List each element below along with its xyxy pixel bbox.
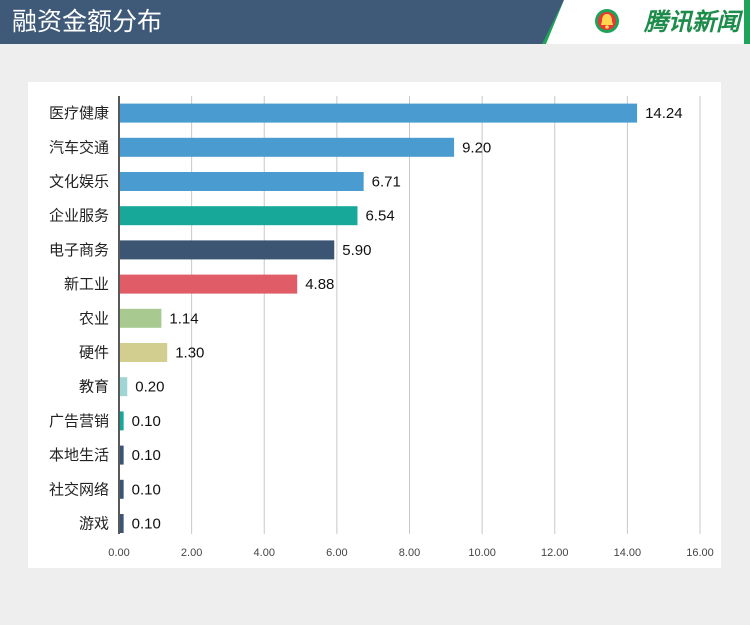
value-label: 1.14 (169, 310, 198, 327)
labels: 0.00 2.00 4.00 6.00 8.00 10.00 12.00 14.00 16.00… (49, 104, 714, 559)
value-label: 0.20 (135, 379, 164, 396)
bar (120, 103, 638, 123)
page-title: 融资金额分布 (12, 7, 163, 36)
bars (120, 103, 638, 533)
bar-chart: 0.00 2.00 4.00 6.00 8.00 10.00 12.00 14.00 16.00… (49, 96, 714, 559)
chart-panel: 0.00 2.00 4.00 6.00 8.00 10.00 12.00 14.00 16.00… (28, 82, 721, 568)
bar (120, 172, 364, 191)
value-label: 14.24 (645, 105, 683, 122)
category-label: 文化娱乐 (49, 173, 109, 191)
value-label: 1.30 (175, 345, 204, 362)
x-tick-label: 8.00 (399, 547, 420, 559)
value-label: 0.10 (132, 481, 161, 498)
value-label: 0.10 (132, 413, 161, 430)
bar (120, 377, 128, 397)
bar (120, 137, 455, 157)
category-label: 广告营销 (49, 412, 109, 430)
bar (120, 411, 124, 431)
value-label: 5.90 (342, 242, 371, 259)
value-label: 4.88 (305, 276, 334, 293)
x-tick-label: 16.00 (686, 547, 714, 559)
category-label: 社交网络 (49, 480, 109, 498)
category-label: 企业服务 (49, 207, 109, 225)
category-label: 农业 (79, 309, 109, 327)
bar (120, 206, 358, 226)
bar (120, 274, 298, 294)
bar (120, 479, 124, 499)
bar (120, 343, 168, 362)
bar (120, 308, 162, 328)
x-tick-label: 10.00 (468, 547, 496, 559)
value-label: 0.10 (132, 516, 161, 533)
category-label: 电子商务 (49, 241, 109, 259)
bar (120, 240, 335, 260)
x-tick-label: 4.00 (254, 547, 275, 559)
x-tick-label: 6.00 (326, 547, 347, 559)
bar (120, 445, 124, 465)
value-label: 6.54 (365, 208, 394, 225)
category-label: 教育 (79, 378, 109, 396)
category-label: 医疗健康 (49, 104, 109, 122)
category-label: 汽车交通 (49, 138, 109, 156)
bar (120, 514, 124, 533)
category-label: 游戏 (79, 515, 109, 533)
gridlines (118, 96, 701, 534)
x-tick-label: 12.00 (541, 547, 569, 559)
value-label: 0.10 (132, 447, 161, 464)
brand-badge-inner (546, 0, 744, 44)
tencent-news-bell-icon (595, 9, 619, 33)
category-label: 硬件 (79, 344, 109, 362)
category-label: 本地生活 (49, 446, 109, 464)
value-label: 6.71 (372, 174, 401, 191)
x-tick-label: 2.00 (181, 547, 202, 559)
brand-name: 腾讯新闻 (644, 8, 740, 36)
x-tick-label: 14.00 (614, 547, 642, 559)
x-tick-label: 0.00 (108, 547, 129, 559)
value-label: 9.20 (462, 139, 491, 156)
header-bar: 融资金额分布 腾讯新闻 (0, 0, 750, 44)
category-label: 新工业 (64, 275, 109, 293)
